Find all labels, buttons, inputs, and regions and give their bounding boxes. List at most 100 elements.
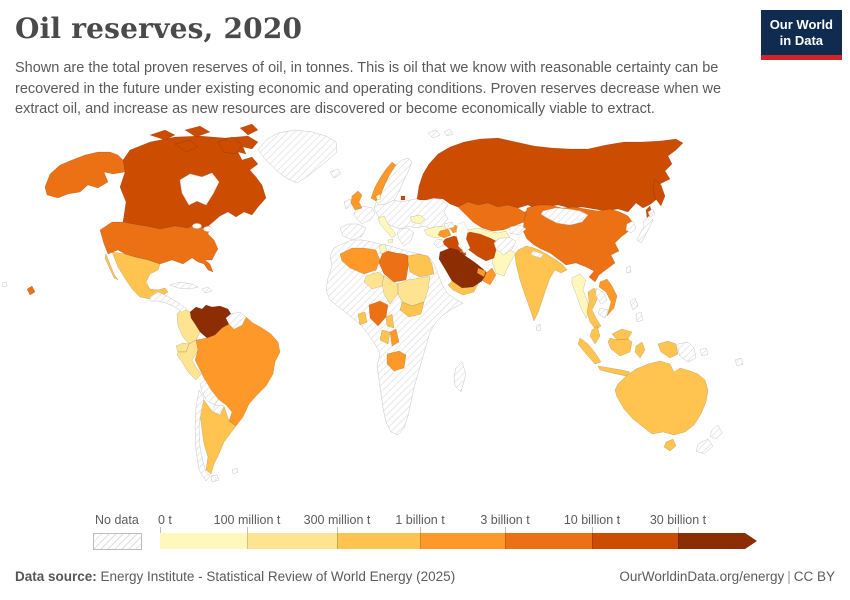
country-japan[interactable] (636, 215, 654, 244)
country-france[interactable] (353, 205, 376, 225)
country-japan-hokkaido[interactable] (647, 208, 656, 218)
country-tunisia[interactable] (378, 243, 388, 255)
country-cambodia[interactable] (597, 307, 609, 319)
country-pacific-islet[interactable] (1, 281, 8, 288)
footer-license-link[interactable]: CC BY (793, 569, 835, 584)
country-cameroon[interactable] (385, 313, 395, 329)
country-guyana-suriname[interactable] (225, 311, 247, 330)
legend-segment-2[interactable] (337, 533, 420, 549)
country-central-america[interactable] (149, 291, 188, 313)
country-kaliningrad[interactable] (400, 195, 406, 201)
country-malaysia-borneo[interactable] (611, 328, 633, 341)
country-afghanistan[interactable] (493, 236, 517, 256)
country-korea[interactable] (625, 220, 637, 234)
country-denmark[interactable] (375, 193, 382, 201)
country-bolivia[interactable] (199, 379, 219, 406)
country-ghana[interactable] (357, 311, 368, 326)
country-indonesia-kalimantan[interactable] (607, 337, 633, 357)
country-falklands[interactable] (231, 467, 239, 475)
country-sudan[interactable] (397, 275, 431, 307)
legend-segment-5[interactable] (592, 533, 678, 549)
country-philippines-mindanao[interactable] (635, 311, 644, 323)
country-tasmania[interactable] (663, 438, 677, 452)
country-laos[interactable] (595, 287, 608, 305)
country-indonesia-sumatra[interactable] (577, 337, 602, 365)
country-jordan-israel[interactable] (433, 238, 445, 249)
country-canada-island1[interactable] (149, 129, 176, 141)
country-south-sudan[interactable] (399, 301, 425, 318)
country-sri-lanka[interactable] (535, 323, 542, 332)
country-indonesia-java[interactable] (597, 365, 631, 377)
country-italy[interactable] (377, 215, 397, 239)
country-congo[interactable] (389, 328, 400, 347)
legend-segment-6[interactable] (678, 533, 745, 549)
country-mexico[interactable] (111, 251, 169, 300)
country-colombia[interactable] (176, 307, 201, 345)
country-mexico-baja[interactable] (104, 253, 119, 281)
country-china[interactable] (522, 204, 634, 283)
country-madagascar[interactable] (453, 361, 467, 393)
owid-logo[interactable]: Our World in Data (760, 10, 842, 60)
country-niger[interactable] (363, 271, 385, 290)
country-hispaniola[interactable] (201, 286, 213, 294)
legend-segment-0[interactable] (160, 533, 247, 549)
legend-segment-4[interactable] (505, 533, 592, 549)
country-new-caledonia[interactable] (734, 357, 744, 367)
country-png-islands[interactable] (699, 347, 709, 357)
country-tierra-del-fuego[interactable] (210, 474, 220, 483)
country-yemen[interactable] (447, 280, 479, 296)
country-gabon[interactable] (379, 329, 391, 345)
country-mongolia[interactable] (540, 207, 589, 226)
country-indonesia-papua[interactable] (657, 340, 679, 359)
country-balkans-greece[interactable] (396, 227, 415, 247)
country-cuba[interactable] (169, 281, 199, 290)
legend-no-data-swatch[interactable] (93, 533, 142, 550)
country-angola[interactable] (386, 350, 407, 372)
country-georgia-armenia[interactable] (443, 221, 455, 230)
country-syria[interactable] (437, 228, 452, 239)
country-new-zealand-north[interactable] (709, 424, 723, 440)
country-svalbard-2[interactable] (443, 128, 454, 137)
country-russia[interactable] (416, 137, 684, 213)
country-paraguay[interactable] (211, 404, 225, 416)
country-india[interactable] (514, 245, 568, 322)
country-taiwan[interactable] (625, 265, 632, 274)
country-canada-baffin[interactable] (217, 136, 243, 155)
country-uk[interactable] (350, 190, 363, 211)
country-hawaii[interactable] (26, 285, 36, 296)
country-svalbard[interactable] (427, 129, 441, 139)
country-papua-new-guinea[interactable] (677, 341, 697, 363)
country-egypt[interactable] (407, 253, 435, 278)
country-australia[interactable] (614, 360, 709, 436)
legend-segment-3[interactable] (420, 533, 505, 549)
country-nepal[interactable] (530, 250, 544, 259)
country-new-zealand-south[interactable] (695, 438, 714, 455)
country-greenland[interactable] (257, 129, 338, 184)
country-usa[interactable] (99, 221, 219, 273)
country-spain-portugal[interactable] (339, 223, 367, 241)
country-canada-ellesmere[interactable] (239, 123, 259, 136)
country-romania[interactable] (409, 214, 426, 225)
country-canada-victoria[interactable] (174, 139, 199, 153)
country-chile[interactable] (194, 389, 211, 482)
legend-segment-1[interactable] (247, 533, 337, 549)
country-iceland[interactable] (329, 168, 342, 179)
country-ireland[interactable] (343, 198, 353, 210)
country-vietnam[interactable] (598, 278, 618, 317)
country-algeria[interactable] (339, 247, 381, 275)
country-alaska[interactable] (44, 151, 126, 199)
country-indonesia-sulawesi[interactable] (634, 341, 646, 359)
country-philippines-luzon[interactable] (629, 297, 639, 311)
country-uae[interactable] (476, 267, 487, 278)
country-oman[interactable] (482, 267, 497, 286)
country-canada-island2[interactable] (184, 125, 211, 138)
country-libya[interactable] (378, 250, 410, 283)
country-sicily[interactable] (387, 238, 394, 244)
legend-tick-label-4: 3 billion t (480, 513, 530, 527)
footer-url-link[interactable]: OurWorldinData.org/energy (619, 569, 785, 584)
country-peru[interactable] (176, 339, 202, 381)
country-russia-kamchatka[interactable] (652, 178, 666, 207)
country-kyrgyzstan-tajikistan[interactable] (509, 224, 527, 236)
country-chad[interactable] (381, 275, 399, 305)
country-malaysia[interactable] (589, 325, 601, 345)
